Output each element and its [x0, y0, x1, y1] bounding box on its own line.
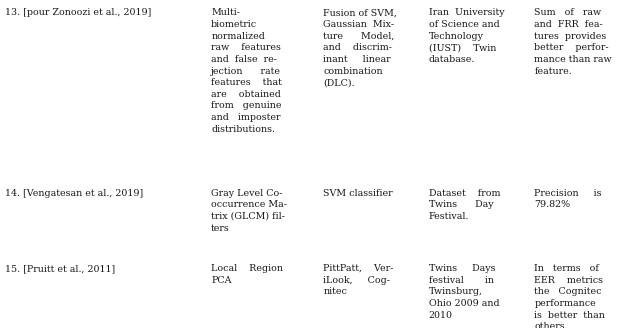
Text: Multi-
biometric
normalized
raw    features
and  false  re-
jection      rate
fe: Multi- biometric normalized raw features… — [211, 8, 282, 134]
Text: 15. [Pruitt et al., 2011]: 15. [Pruitt et al., 2011] — [5, 264, 115, 273]
Text: In   terms   of
EER    metrics
the   Cognitec
performance
is  better  than
other: In terms of EER metrics the Cognitec per… — [534, 264, 605, 328]
Text: Fusion of SVM,
Gaussian  Mix-
ture      Model,
and    discrim-
inant     linear
: Fusion of SVM, Gaussian Mix- ture Model,… — [323, 8, 397, 87]
Text: 13. [pour Zonoozi et al., 2019]: 13. [pour Zonoozi et al., 2019] — [5, 8, 152, 17]
Text: Precision     is
79.82%: Precision is 79.82% — [534, 189, 602, 209]
Text: Gray Level Co-
occurrence Ma-
trix (GLCM) fil-
ters: Gray Level Co- occurrence Ma- trix (GLCM… — [211, 189, 287, 233]
Text: Dataset    from
Twins      Day
Festival.: Dataset from Twins Day Festival. — [429, 189, 500, 221]
Text: Iran  University
of Science and
Technology
(IUST)    Twin
database.: Iran University of Science and Technolog… — [429, 8, 504, 64]
Text: Twins     Days
festival       in
Twinsburg,
Ohio 2009 and
2010: Twins Days festival in Twinsburg, Ohio 2… — [429, 264, 499, 320]
Text: 14. [Vengatesan et al., 2019]: 14. [Vengatesan et al., 2019] — [5, 189, 143, 197]
Text: Local    Region
PCA: Local Region PCA — [211, 264, 284, 285]
Text: Sum   of   raw
and  FRR  fea-
tures  provides
better    perfor-
mance than raw
f: Sum of raw and FRR fea- tures provides b… — [534, 8, 612, 75]
Text: SVM classifier: SVM classifier — [323, 189, 393, 197]
Text: PittPatt,    Ver-
iLook,     Cog-
nitec: PittPatt, Ver- iLook, Cog- nitec — [323, 264, 394, 297]
